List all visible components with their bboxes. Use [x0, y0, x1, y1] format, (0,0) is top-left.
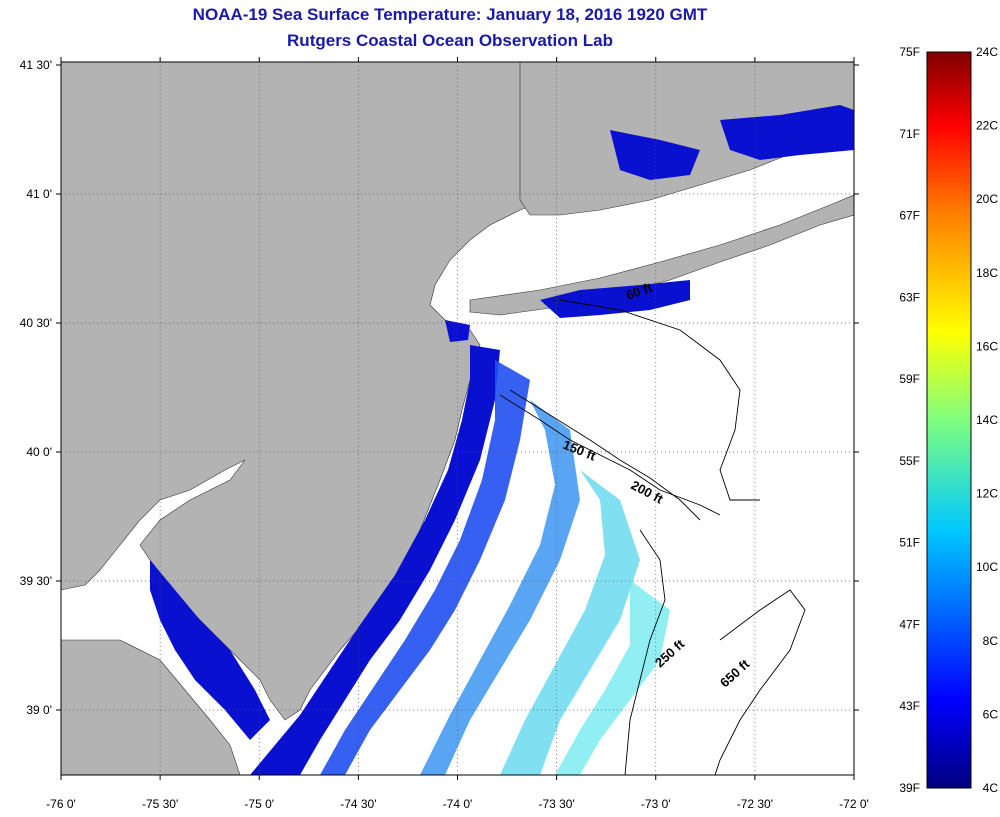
lat-tick-label: 40 30': [20, 316, 52, 330]
map-subtitle: Rutgers Coastal Ocean Observation Lab: [287, 31, 613, 50]
colorbar-c-label: 8C: [983, 634, 999, 648]
map-title: NOAA-19 Sea Surface Temperature: January…: [192, 5, 708, 24]
colorbar-c-label: 18C: [976, 266, 998, 280]
colorbar-c-label: 16C: [976, 339, 998, 353]
colorbar-c-label: 6C: [983, 707, 999, 721]
colorbar-fahrenheit-labels: 75F 71F 67F 63F 59F 55F 51F 47F 43F 39F: [899, 45, 920, 795]
colorbar-c-label: 22C: [976, 119, 998, 133]
colorbar-f-label: 43F: [899, 699, 920, 713]
lon-tick-label: -72 0': [839, 797, 869, 811]
colorbar-c-label: 10C: [976, 560, 998, 574]
lat-tick-label: 39 30': [20, 574, 52, 588]
colorbar-f-label: 67F: [899, 209, 920, 223]
lon-tick-label: -75 30': [142, 797, 178, 811]
colorbar: [926, 51, 972, 789]
colorbar-f-label: 55F: [899, 454, 920, 468]
colorbar-c-label: 4C: [983, 781, 999, 795]
graticule: [56, 57, 859, 780]
lon-tick-label: -72 30': [737, 797, 773, 811]
colorbar-f-label: 51F: [899, 536, 920, 550]
colorbar-f-label: 63F: [899, 290, 920, 304]
land-long-island: [469, 194, 854, 316]
colorbar-f-label: 47F: [899, 617, 920, 631]
land-connecticut: [519, 62, 854, 216]
lon-tick-label: -76 0': [46, 797, 76, 811]
depth-contours: [499, 299, 806, 775]
longitude-labels: -76 0' -75 30' -75 0' -74 30' -74 0' -73 30' -…: [46, 797, 869, 811]
colorbar-f-label: 75F: [899, 45, 920, 59]
lat-tick-label: 40 0': [26, 445, 52, 459]
lon-tick-label: -74 0': [443, 797, 473, 811]
lon-tick-label: -74 30': [340, 797, 376, 811]
colorbar-f-label: 71F: [899, 127, 920, 141]
lon-tick-label: -73 30': [538, 797, 574, 811]
lat-tick-label: 39 0': [26, 703, 52, 717]
colorbar-f-label: 39F: [899, 781, 920, 795]
land-delmarva: [61, 639, 241, 775]
latitude-labels: 41 30' 41 0' 40 30' 40 0' 39 30' 39 0': [20, 58, 52, 717]
lon-tick-label: -73 0': [641, 797, 671, 811]
colorbar-c-label: 20C: [976, 192, 998, 206]
colorbar-f-label: 59F: [899, 372, 920, 386]
colorbar-c-label: 14C: [976, 413, 998, 427]
lat-tick-label: 41 0': [26, 187, 52, 201]
colorbar-c-label: 12C: [976, 487, 998, 501]
lon-tick-label: -75 0': [244, 797, 274, 811]
colorbar-c-label: 24C: [976, 45, 998, 59]
lat-tick-label: 41 30': [20, 58, 52, 72]
sst-data: [150, 105, 854, 775]
colorbar-celsius-labels: 24C 22C 20C 18C 16C 14C 12C 10C 8C 6C 4C: [976, 45, 998, 795]
